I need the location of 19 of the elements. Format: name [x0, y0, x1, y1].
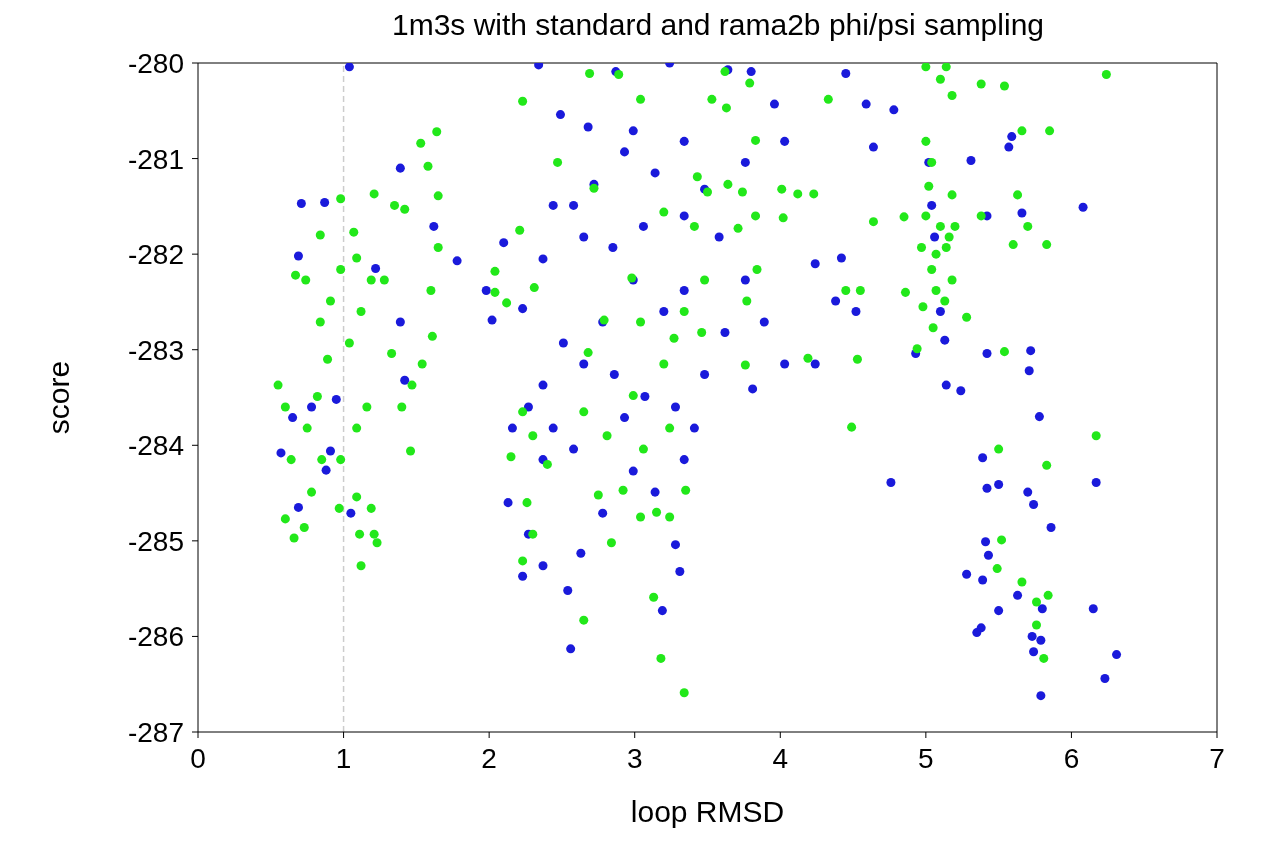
x-tick-label: 1 [335, 742, 352, 774]
y-tick-label: -286 [127, 621, 184, 653]
x-tick-label: 6 [1063, 742, 1080, 774]
y-tick-label: -283 [127, 334, 184, 366]
y-tick-label: -281 [127, 143, 184, 175]
y-axis-title: score [41, 360, 75, 435]
x-axis-title: loop RMSD [630, 795, 785, 828]
x-tick-label: 0 [190, 742, 206, 774]
y-tick-label: -285 [127, 525, 184, 557]
x-tick-label: 7 [1209, 742, 1225, 774]
y-tick-label: -284 [127, 430, 184, 462]
x-tick-label: 5 [918, 742, 934, 774]
x-tick-label: 4 [772, 742, 789, 774]
y-tick-label: -282 [127, 239, 184, 271]
chart-title: 1m3s with standard and rama2b phi/psi sampling [391, 8, 1045, 43]
y-tick-label: -287 [127, 716, 184, 748]
x-tick-label: 3 [626, 742, 643, 774]
x-tick-label: 2 [481, 742, 497, 774]
y-tick-label: -280 [127, 47, 184, 79]
